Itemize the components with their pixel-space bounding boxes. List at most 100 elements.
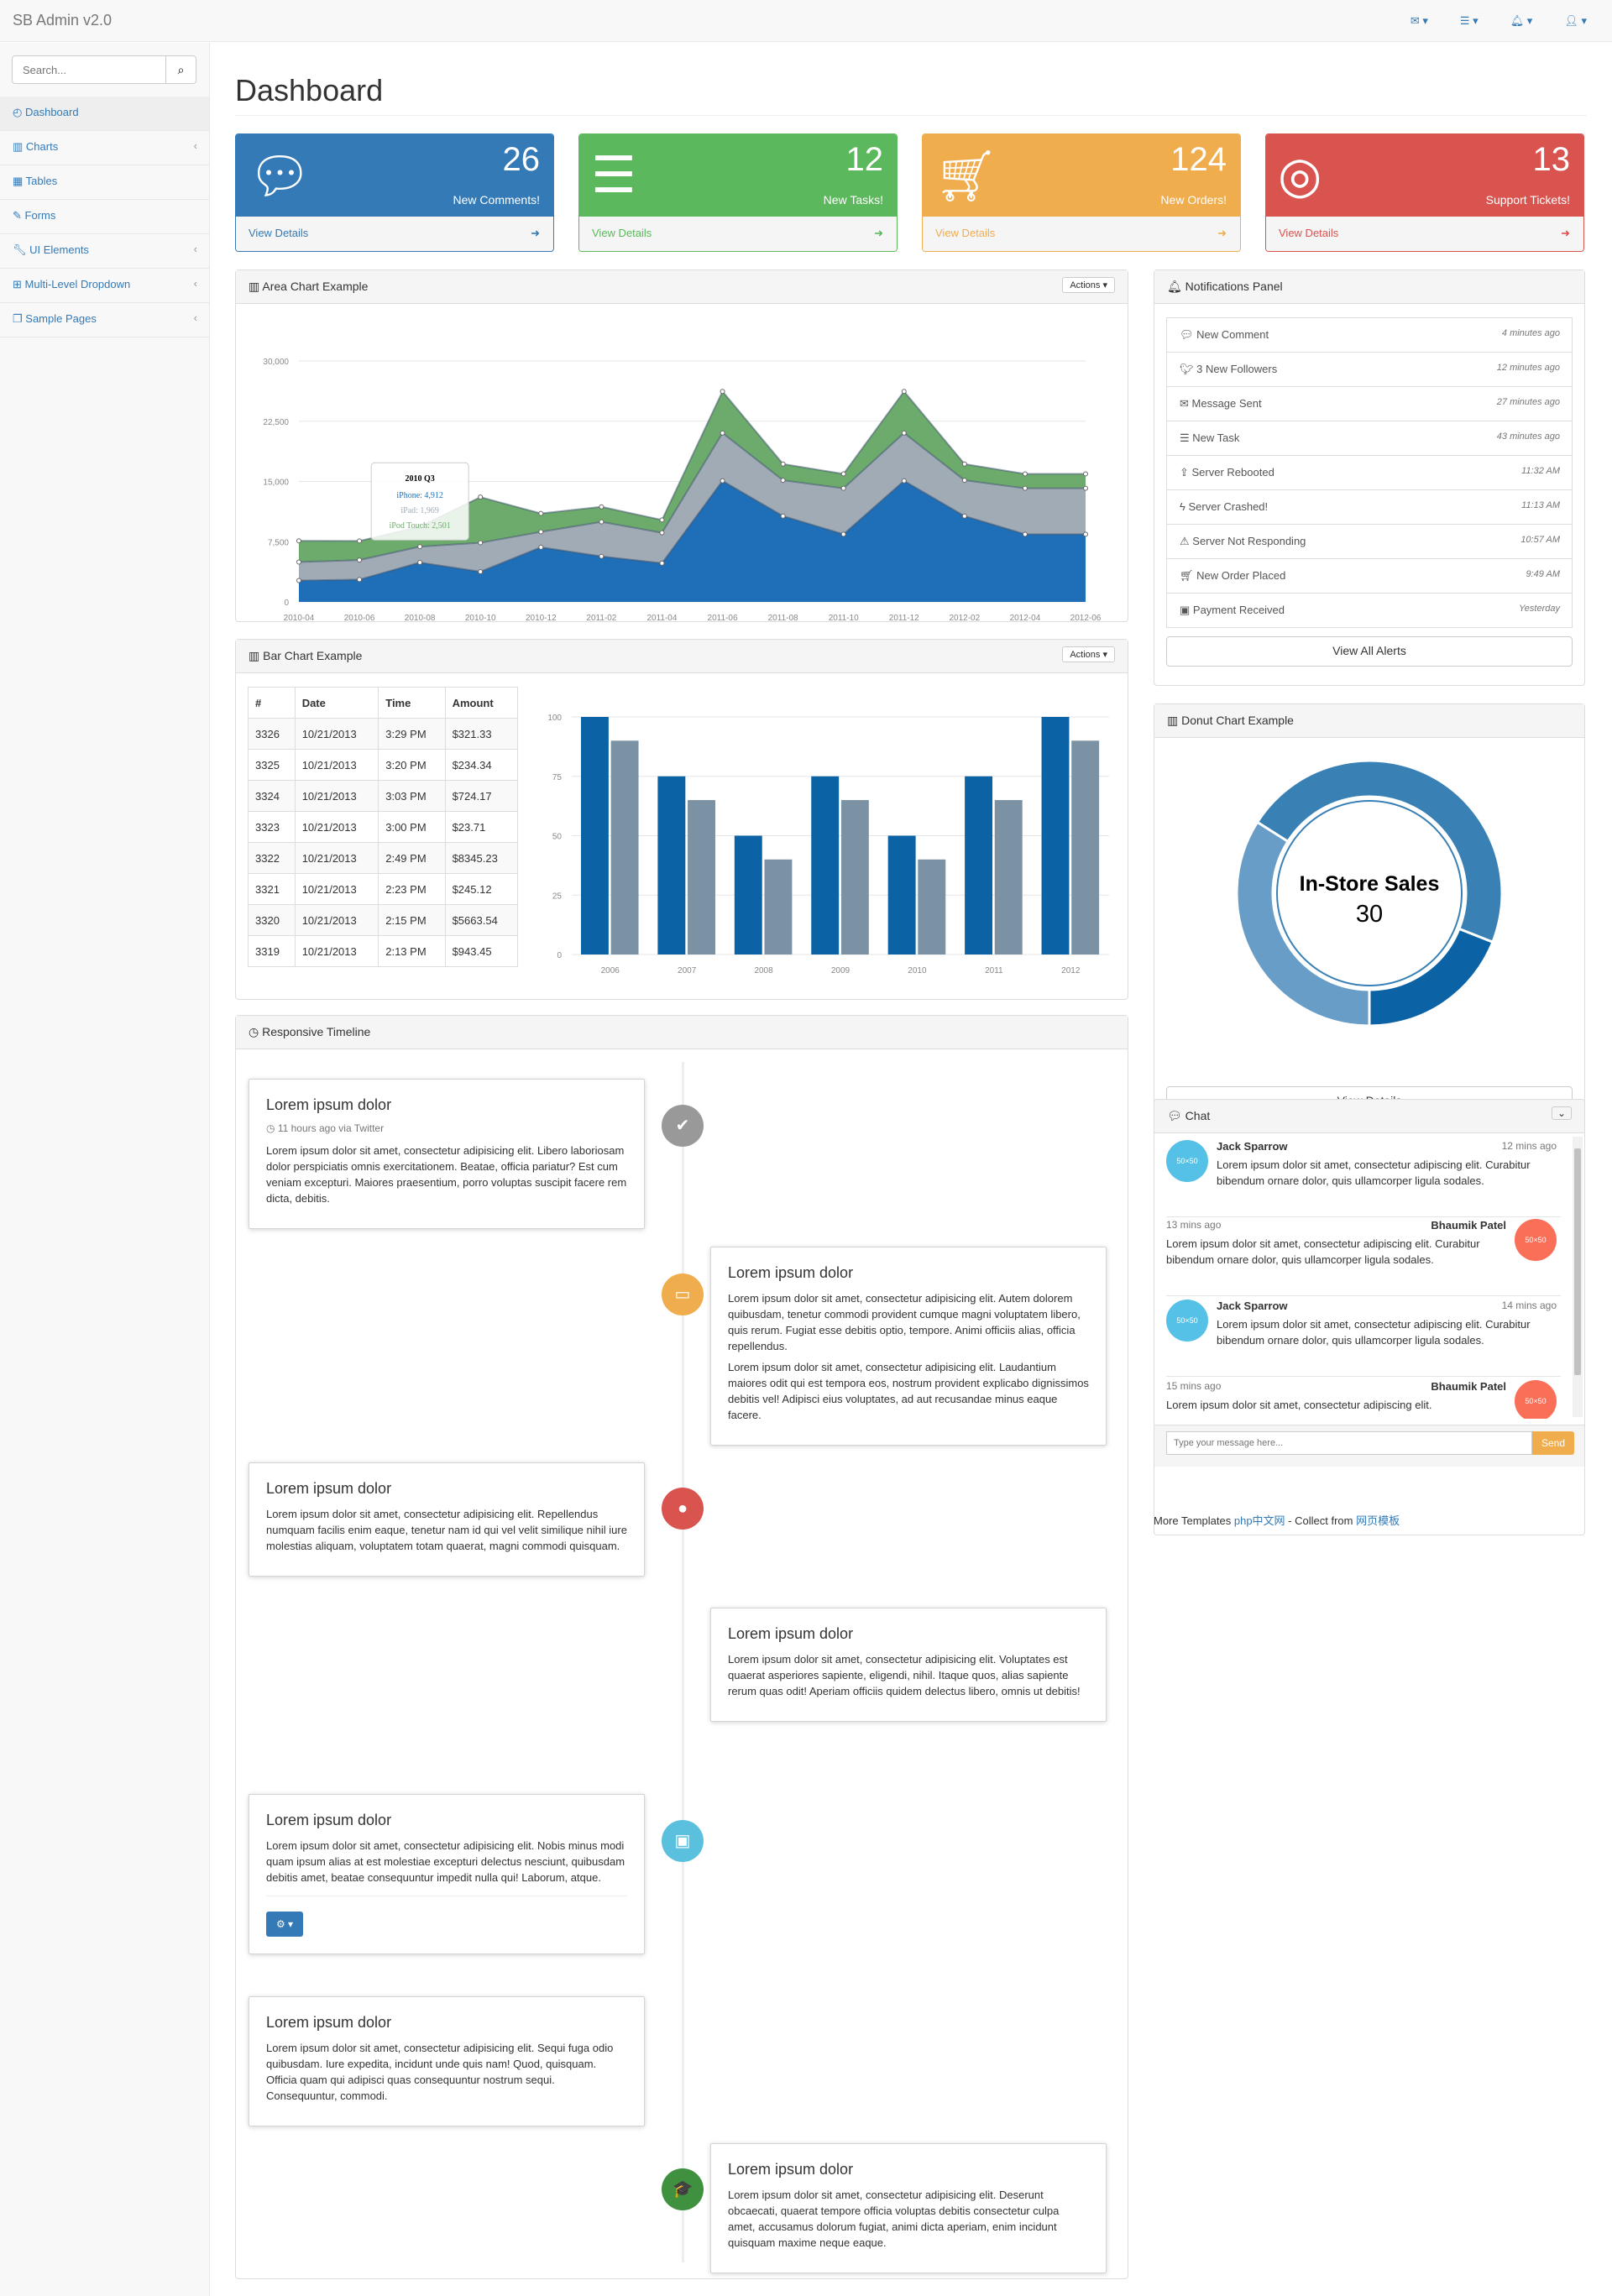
notification-label: 3 New Followers	[1196, 363, 1278, 375]
timeline-item-text: Lorem ipsum dolor sit amet, consectetur …	[728, 1292, 1081, 1352]
bar	[994, 800, 1023, 954]
table-header: Date	[294, 687, 379, 719]
data-point	[901, 389, 907, 395]
donut-slice	[1255, 759, 1504, 944]
gear-dropdown-button[interactable]: ⚙ ▾	[266, 1912, 303, 1937]
chat-scrollbar[interactable]	[1573, 1137, 1583, 1417]
data-point	[840, 485, 846, 491]
sidebar-item-ui-elements[interactable]: 🔧︎ UI Elements ‹	[0, 234, 209, 269]
area-series-ipod-touch	[299, 391, 1086, 562]
table-cell: $234.34	[444, 749, 519, 781]
timeline-panel-item: Lorem ipsum dolor Lorem ipsum dolor sit a…	[249, 1462, 645, 1577]
x-tick-label: 2011-10	[829, 614, 859, 621]
view-details-label: View Details	[592, 227, 652, 239]
view-details-link[interactable]: View Details ➜	[579, 217, 897, 251]
table-icon: ▦	[13, 175, 26, 187]
search-input[interactable]	[12, 55, 166, 84]
timeline-item-text: Lorem ipsum dolor sit amet, consectetur …	[266, 1144, 627, 1205]
chevron-left-icon: ‹	[193, 139, 197, 152]
chat-messages: 50×50 Jack Sparrow 12 mins ago Lorem ipsum …	[1154, 1133, 1574, 1419]
table-row: 3319 10/21/2013 2:13 PM $943.45	[248, 935, 519, 967]
search-button[interactable]: ⌕	[166, 55, 196, 84]
notification-item[interactable]: ✉ Message Sent 27 minutes ago	[1166, 386, 1573, 421]
y-tick-label: 0	[284, 599, 289, 608]
table-cell: 3324	[248, 780, 296, 812]
x-tick-label: 2011-02	[586, 614, 616, 621]
arrow-circle-right-icon: ➜	[531, 227, 540, 239]
table-row: 3324 10/21/2013 3:03 PM $724.17	[248, 780, 519, 812]
notifications-panel: 🔔︎ Notifications Panel 💬︎ New Comment 4 m…	[1154, 269, 1585, 686]
footer-link-php[interactable]: php中文网	[1233, 1514, 1285, 1527]
notification-time: 12 minutes ago	[1496, 363, 1560, 373]
sidebar-item-forms[interactable]: ✎ Forms	[0, 200, 209, 234]
chat-time: 15 mins ago	[1166, 1380, 1222, 1392]
view-details-link[interactable]: View Details ➜	[1266, 217, 1583, 251]
tasks-icon[interactable]: ☰ ▾	[1459, 14, 1479, 27]
y-tick-label: 0	[557, 951, 562, 960]
table-cell: 10/21/2013	[294, 749, 379, 781]
sidebar-item-dashboard[interactable]: ◴ Dashboard	[0, 97, 209, 131]
table-cell: 3322	[248, 842, 296, 874]
tooltip-line: iPod Touch: 2,501	[390, 521, 451, 531]
notification-item[interactable]: 🐦︎ 3 New Followers 12 minutes ago	[1166, 352, 1573, 387]
chat-input[interactable]	[1166, 1431, 1532, 1455]
notification-label: Server Not Responding	[1192, 535, 1306, 547]
x-tick-label: 2010-04	[284, 614, 315, 621]
sidebar-item-tables[interactable]: ▦ Tables	[0, 165, 209, 200]
chat-sender-name: Jack Sparrow	[1217, 1300, 1288, 1312]
data-point	[961, 513, 967, 519]
table-cell: $8345.23	[444, 842, 519, 874]
footer-link-templates[interactable]: 网页模板	[1356, 1514, 1400, 1527]
series-line	[298, 479, 1086, 582]
table-cell: 10/21/2013	[294, 904, 379, 936]
notification-item[interactable]: ▣ Payment Received Yesterday	[1166, 593, 1573, 628]
y-tick-label: 25	[552, 892, 563, 901]
comments-icon: 💬︎	[1167, 1109, 1185, 1122]
notification-item[interactable]: ⇪ Server Rebooted 11:32 AM	[1166, 455, 1573, 490]
data-point	[296, 538, 301, 544]
table-cell: 3319	[248, 935, 296, 967]
sidebar-item-charts[interactable]: ▥ Charts ‹	[0, 131, 209, 165]
chevron-down-icon[interactable]: ⌄	[1551, 1106, 1572, 1120]
data-point	[478, 494, 484, 500]
notification-label: New Comment	[1196, 328, 1269, 341]
money-icon: ▣	[1180, 604, 1193, 616]
data-point	[1022, 485, 1028, 491]
actions-dropdown[interactable]: Actions ▾	[1062, 277, 1115, 293]
table-cell: 3:20 PM	[378, 749, 446, 781]
x-tick-label: 2011-08	[768, 614, 798, 621]
bar-chart-icon: ▥	[1167, 714, 1182, 727]
view-details-link[interactable]: View Details ➜	[236, 217, 553, 251]
timeline-item-text: Lorem ipsum dolor sit amet, consectetur …	[728, 2189, 1060, 2249]
avatar: 50×50	[1166, 1300, 1208, 1342]
table-cell: 10/21/2013	[294, 811, 379, 843]
notification-item[interactable]: ⚠ Server Not Responding 10:57 AM	[1166, 524, 1573, 559]
timeline-item-title: Lorem ipsum dolor	[728, 2161, 854, 2178]
table-row: 3326 10/21/2013 3:29 PM $321.33	[248, 718, 519, 750]
send-button[interactable]: Send	[1532, 1431, 1574, 1455]
x-tick-label: 2012-04	[1010, 614, 1041, 621]
view-details-link[interactable]: View Details ➜	[923, 217, 1240, 251]
stat-tile-1: ☰ 12 New Tasks! View Details ➜	[578, 133, 898, 252]
chat-time: 13 mins ago	[1166, 1219, 1222, 1231]
timeline-panel-item: Lorem ipsum dolor Lorem ipsum dolor sit a…	[710, 1247, 1107, 1446]
data-point	[599, 553, 604, 559]
sidebar-item-sample-pages[interactable]: ❐ Sample Pages ‹	[0, 303, 209, 337]
notification-label: New Task	[1192, 431, 1240, 444]
notification-item[interactable]: 🛒︎ New Order Placed 9:49 AM	[1166, 558, 1573, 594]
notification-item[interactable]: ☰ New Task 43 minutes ago	[1166, 421, 1573, 456]
notification-item[interactable]: ϟ Server Crashed! 11:13 AM	[1166, 489, 1573, 525]
table-row: 3322 10/21/2013 2:49 PM $8345.23	[248, 842, 519, 874]
bar	[918, 859, 946, 954]
bell-icon[interactable]: 🔔︎ ▾	[1510, 14, 1533, 27]
data-point	[538, 544, 544, 550]
envelope-icon[interactable]: ✉ ▾	[1410, 14, 1428, 27]
table-cell: 3:00 PM	[378, 811, 446, 843]
bar	[688, 800, 715, 954]
view-all-alerts-button[interactable]: View All Alerts	[1166, 636, 1573, 667]
brand-title[interactable]: SB Admin v2.0	[13, 12, 113, 29]
actions-dropdown[interactable]: Actions ▾	[1062, 646, 1115, 662]
user-icon[interactable]: 👤︎ ▾	[1564, 14, 1587, 27]
notification-item[interactable]: 💬︎ New Comment 4 minutes ago	[1166, 317, 1573, 353]
sidebar-item-multi-level-dropdown[interactable]: ⊞ Multi-Level Dropdown ‹	[0, 269, 209, 303]
